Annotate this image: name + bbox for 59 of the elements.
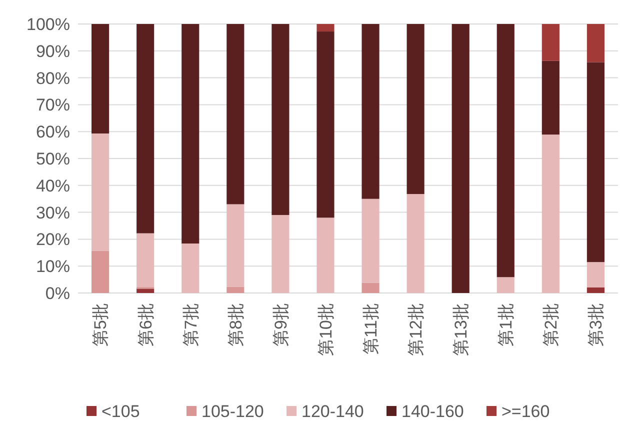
bar bbox=[586, 24, 604, 62]
bar bbox=[452, 24, 470, 293]
legend-label: 120-140 bbox=[302, 402, 364, 421]
bar bbox=[586, 287, 604, 293]
x-tick-label: 第7批 bbox=[181, 303, 200, 346]
bar bbox=[496, 277, 514, 293]
y-tick-label: 0% bbox=[45, 284, 70, 303]
bar bbox=[362, 198, 380, 283]
x-tick-label: 第3批 bbox=[586, 303, 606, 346]
bar bbox=[316, 24, 334, 32]
y-tick-label: 20% bbox=[36, 230, 70, 250]
x-tick-label: 第8批 bbox=[226, 303, 246, 346]
x-tick-label: 第13批 bbox=[452, 303, 471, 356]
y-tick-label: 90% bbox=[36, 42, 70, 61]
bar bbox=[226, 204, 244, 287]
bar bbox=[92, 24, 110, 134]
x-tick-label: 第10批 bbox=[316, 303, 336, 356]
y-tick-label: 60% bbox=[36, 122, 70, 142]
bar bbox=[136, 288, 154, 293]
bar bbox=[542, 134, 560, 293]
bar bbox=[316, 218, 334, 293]
x-tick-label: 第1批 bbox=[496, 303, 516, 346]
legend-label: 105-120 bbox=[202, 402, 264, 421]
bar bbox=[362, 24, 380, 199]
y-tick-label: 70% bbox=[36, 96, 70, 115]
bar bbox=[496, 24, 514, 278]
y-tick-label: 80% bbox=[36, 68, 70, 88]
legend-label: <105 bbox=[102, 402, 140, 421]
bar bbox=[272, 24, 290, 215]
bar bbox=[226, 24, 244, 204]
bar bbox=[136, 233, 154, 288]
legend-label: >=160 bbox=[502, 402, 550, 421]
bar bbox=[406, 24, 424, 194]
y-tick-label: 10% bbox=[36, 257, 70, 276]
bar bbox=[406, 194, 424, 293]
bar bbox=[272, 214, 290, 293]
bar bbox=[136, 24, 154, 234]
y-tick-label: 50% bbox=[36, 149, 70, 168]
x-tick-label: 第6批 bbox=[136, 303, 156, 346]
y-tick-label: 30% bbox=[36, 203, 70, 222]
bar bbox=[92, 133, 110, 251]
legend-label: 140-160 bbox=[402, 402, 464, 421]
x-tick-label: 第11批 bbox=[361, 303, 380, 355]
bar bbox=[182, 244, 200, 293]
bar bbox=[226, 286, 244, 293]
x-tick-label: 第5批 bbox=[91, 303, 110, 346]
bar bbox=[542, 24, 560, 61]
bar bbox=[586, 62, 604, 262]
y-tick-label: 40% bbox=[36, 176, 70, 196]
x-tick-label: 第12批 bbox=[406, 303, 426, 356]
bar bbox=[316, 32, 334, 218]
y-tick-label: 100% bbox=[26, 14, 70, 34]
bar bbox=[586, 262, 604, 288]
bar bbox=[92, 250, 110, 293]
x-tick-label: 第9批 bbox=[271, 303, 290, 346]
bar bbox=[182, 24, 200, 244]
bar bbox=[542, 60, 560, 135]
x-tick-label: 第2批 bbox=[542, 303, 561, 346]
bar bbox=[362, 282, 380, 293]
